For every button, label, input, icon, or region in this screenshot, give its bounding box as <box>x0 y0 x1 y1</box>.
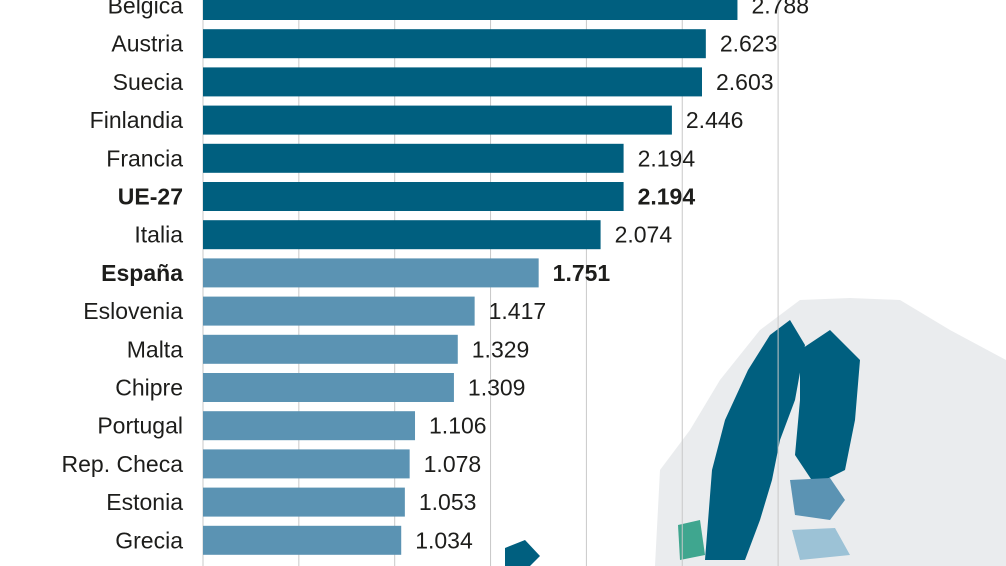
bar <box>203 296 475 326</box>
bar <box>203 258 539 288</box>
value-labels: 2.788 2.623 2.603 2.446 2.194 2.194 2.0741.751… <box>415 0 809 553</box>
category-label: UE-27 <box>118 184 183 210</box>
bars <box>203 0 738 555</box>
bar <box>203 525 402 555</box>
category-labels: Bélgica Austria Suecia Finlandia Francia UE-2… <box>62 0 184 553</box>
bar <box>203 143 624 173</box>
value-label: 2.446 <box>686 107 744 133</box>
value-label: 1.329 <box>472 336 530 362</box>
value-label: 1.078 <box>424 451 482 477</box>
bar <box>203 67 702 97</box>
value-label: 2.623 <box>720 31 778 57</box>
value-label: 2.788 <box>751 0 809 19</box>
category-label: Francia <box>106 145 183 171</box>
value-label: 1.106 <box>429 413 487 439</box>
bar <box>203 0 738 20</box>
bar <box>203 334 458 364</box>
bar <box>203 487 405 517</box>
bar <box>203 105 672 135</box>
category-label: Grecia <box>115 527 183 553</box>
category-label: Austria <box>111 31 183 57</box>
map-ireland <box>505 540 540 566</box>
map-denmark <box>678 520 705 560</box>
category-label: Malta <box>127 336 183 362</box>
category-label: Finlandia <box>90 107 184 133</box>
category-label: Portugal <box>97 413 183 439</box>
category-label: Suecia <box>113 69 184 95</box>
map-lithuania <box>792 528 850 560</box>
bar <box>203 373 454 402</box>
category-label: España <box>101 260 183 286</box>
bar <box>203 449 410 479</box>
category-label: Eslovenia <box>83 298 183 324</box>
value-label: 2.194 <box>638 145 696 171</box>
value-label: 1.417 <box>489 298 547 324</box>
value-label: 2.194 <box>638 184 696 210</box>
value-label: 1.751 <box>553 260 611 286</box>
bar <box>203 220 601 250</box>
map-finland <box>795 330 860 485</box>
category-label: Rep. Checa <box>62 451 184 477</box>
category-label: Estonia <box>106 489 183 515</box>
value-label: 2.603 <box>716 69 774 95</box>
map-baltic <box>790 478 845 520</box>
category-label: Chipre <box>115 375 183 401</box>
bar <box>203 29 706 59</box>
bar <box>203 411 416 441</box>
map-scandinavia <box>705 320 805 560</box>
value-label: 1.034 <box>415 527 473 553</box>
category-label: Bélgica <box>108 0 184 19</box>
value-label: 1.309 <box>468 375 526 401</box>
value-label: 1.053 <box>419 489 477 515</box>
category-label: Italia <box>134 222 183 248</box>
europe-map-illustration <box>505 298 1006 566</box>
bar <box>203 182 624 211</box>
value-label: 2.074 <box>615 222 673 248</box>
